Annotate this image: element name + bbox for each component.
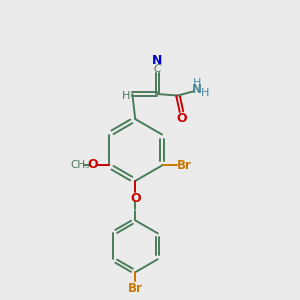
Text: O: O (176, 112, 187, 125)
Text: N: N (191, 83, 202, 96)
Text: H: H (122, 92, 130, 101)
Text: H: H (201, 88, 209, 98)
Text: Br: Br (128, 282, 143, 295)
Text: O: O (88, 158, 98, 171)
Text: C: C (154, 64, 161, 74)
Text: O: O (130, 192, 141, 205)
Text: Br: Br (177, 159, 192, 172)
Text: N: N (152, 54, 163, 67)
Text: H: H (193, 78, 201, 88)
Text: CH₃: CH₃ (70, 160, 90, 170)
